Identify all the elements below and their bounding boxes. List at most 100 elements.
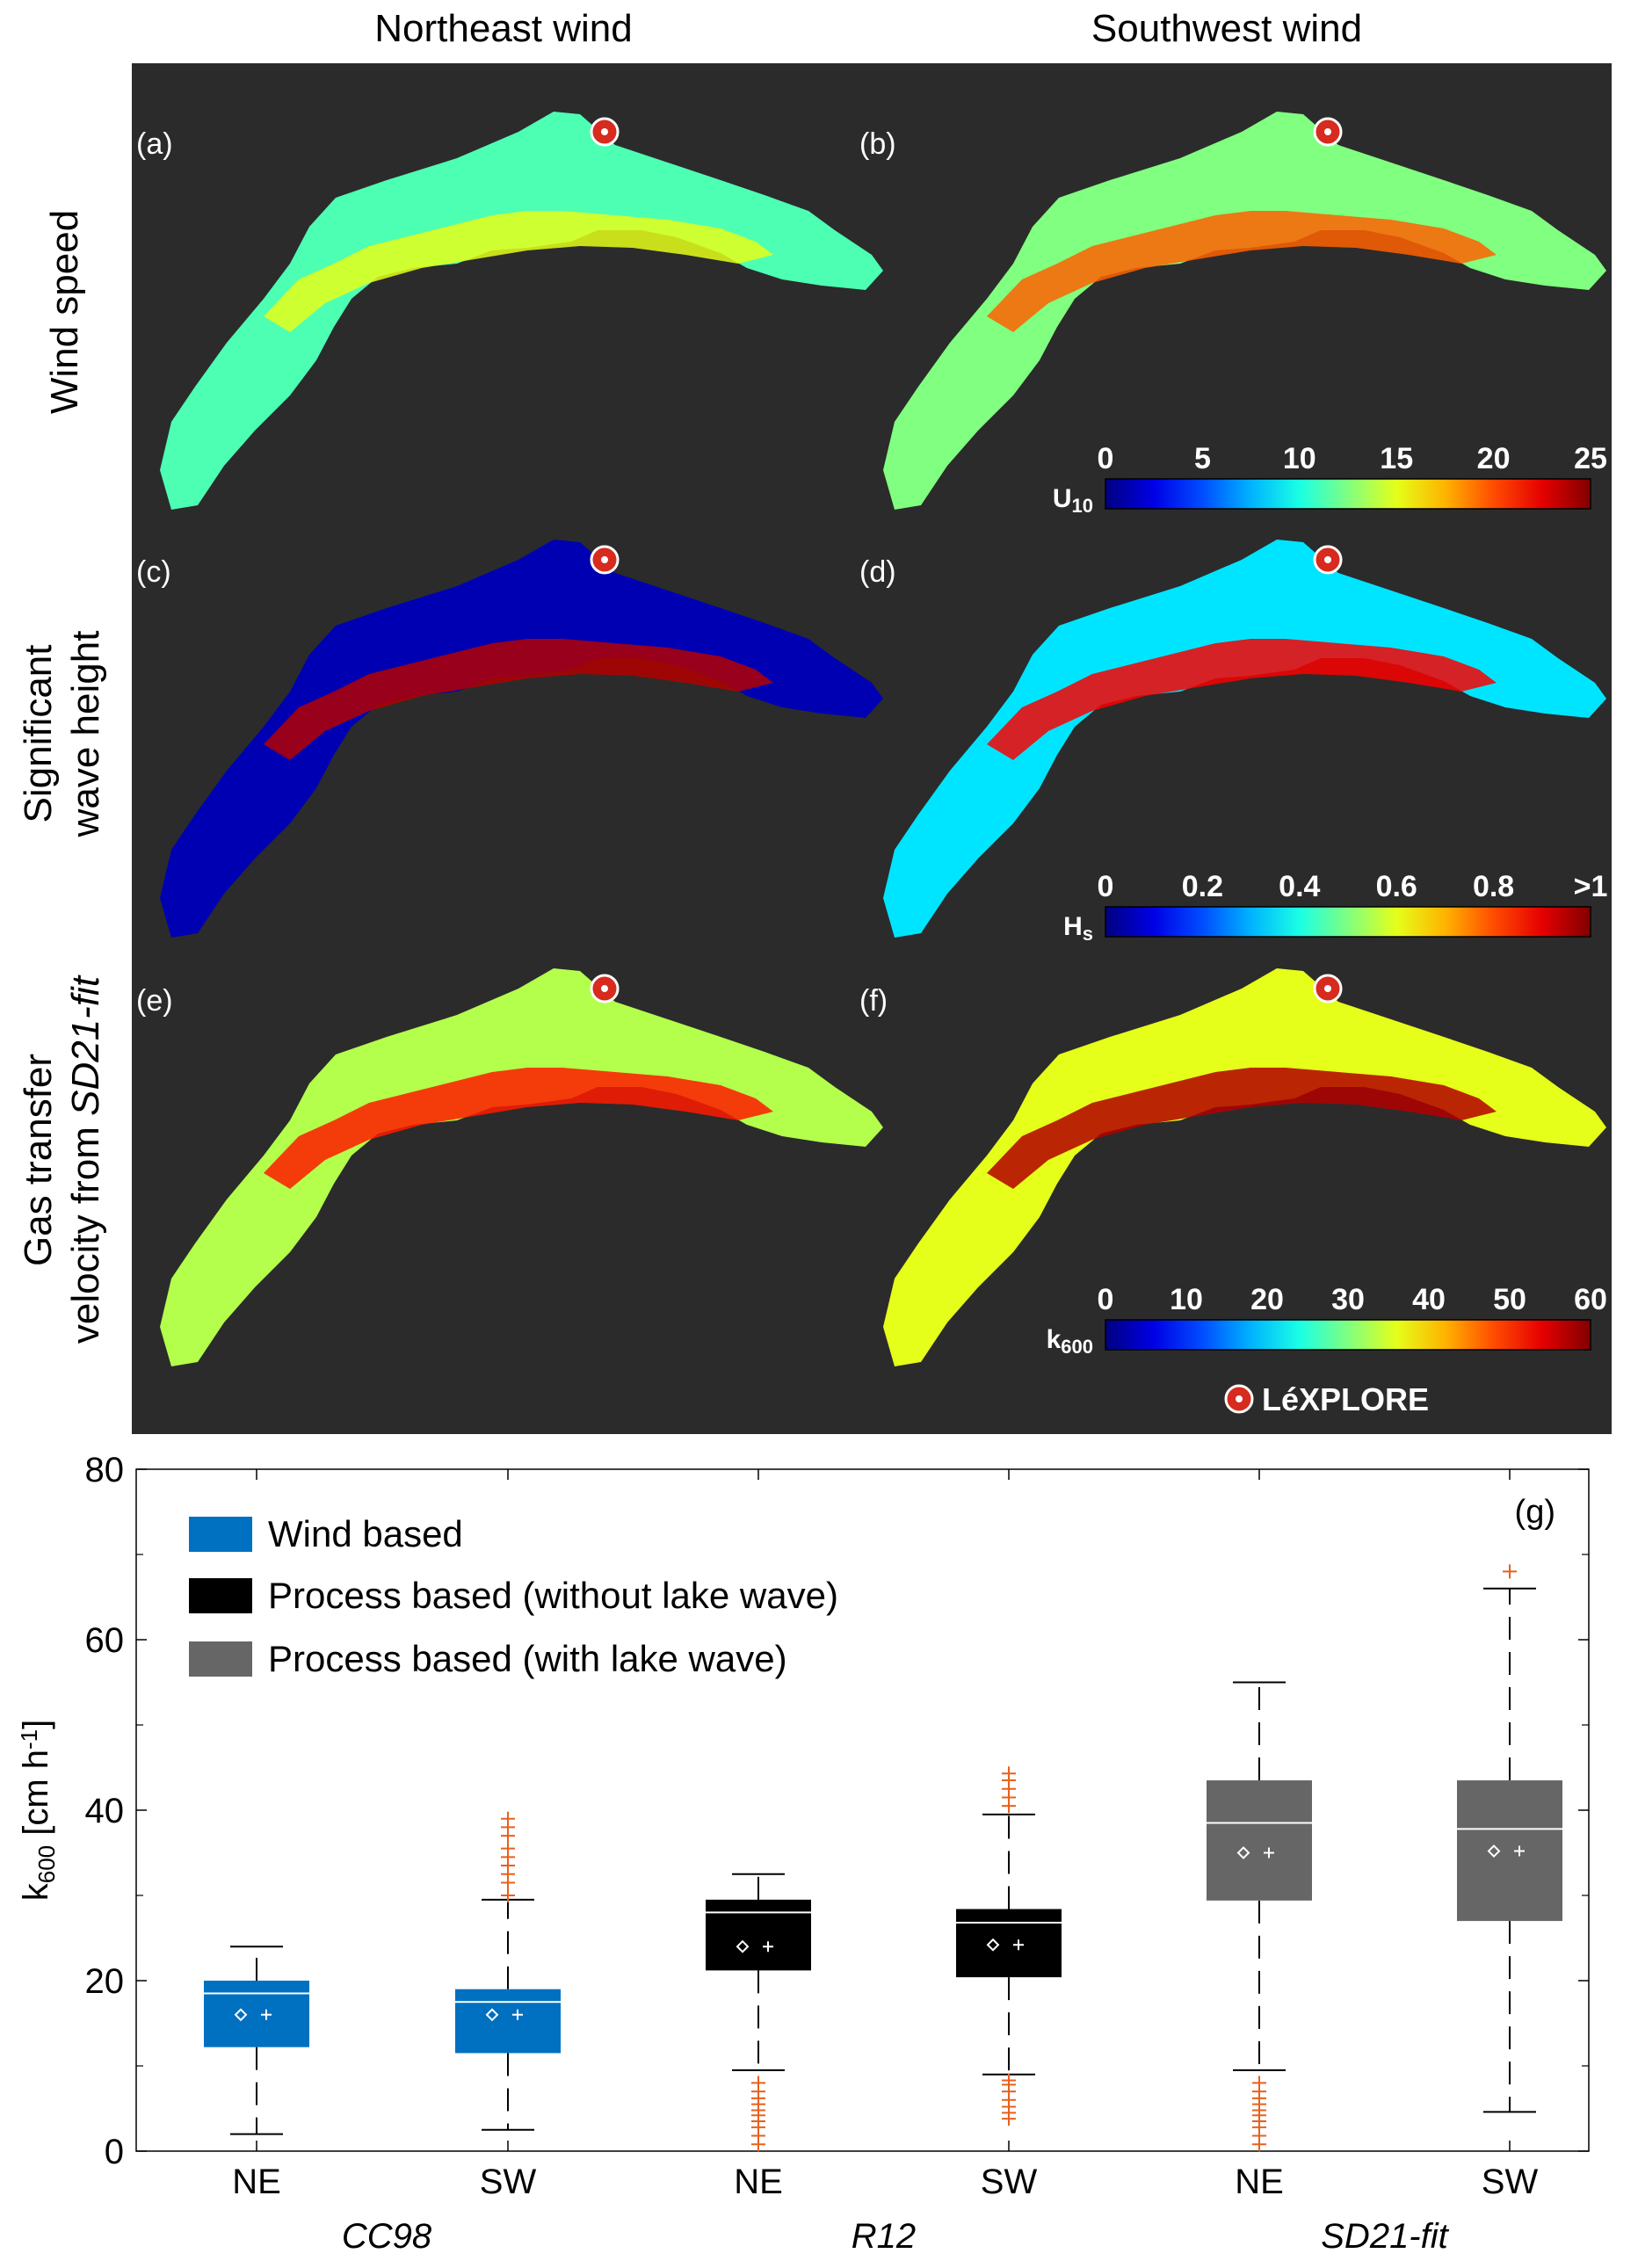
box-iqr <box>1457 1780 1562 1922</box>
outlier-marker <box>1252 2076 1266 2090</box>
y-tick-label: 80 <box>85 1451 125 1489</box>
lake-map-panel: (e) <box>136 968 883 1366</box>
boxplot-panel: 0 20 40 60 80 NE SW NE SW NE SW CC98 R12 SD21-fit k600… <box>16 1451 1590 2256</box>
lake-surface <box>883 968 1606 1366</box>
mean-plus <box>1514 1845 1525 1857</box>
colorbar-tick-label: 50 <box>1493 1283 1526 1316</box>
mean-plus <box>763 1941 773 1953</box>
lake-map-panel: (a) <box>136 112 883 510</box>
box-iqr <box>956 1909 1062 1978</box>
colorbar-tick-label: 0.2 <box>1182 870 1223 903</box>
outlier-marker <box>501 1888 515 1902</box>
x-tick-label: NE <box>232 2163 281 2201</box>
y-axis-label: k600 [cm h-1] <box>16 1720 60 1902</box>
colorbar-tick-label: 10 <box>1283 442 1316 475</box>
box-iqr <box>204 1981 309 2047</box>
mean-diamond <box>736 1939 750 1953</box>
colorbar-tick-label: >1 <box>1574 870 1608 903</box>
mean-diamond <box>234 2008 248 2022</box>
outlier-marker <box>1002 1766 1016 1781</box>
mean-diamond <box>485 2008 499 2022</box>
lexplore-site-dot <box>1324 128 1331 135</box>
y-axis-label-part: -1 <box>16 1729 42 1750</box>
group-label: R12 <box>852 2217 916 2256</box>
panel-label: (d) <box>859 555 896 589</box>
lake-surface <box>160 968 883 1366</box>
column-title-southwest: Southwest wind <box>1091 7 1362 50</box>
colorbar-tick-label: 0.6 <box>1376 870 1417 903</box>
lake-hotspot <box>264 639 773 760</box>
box-SD21-fit-NE <box>1207 1681 1312 2152</box>
outlier-marker <box>501 1811 515 1826</box>
colorbar-tick-label: 0 <box>1098 1283 1114 1316</box>
outlier-marker <box>751 2076 765 2090</box>
lake-map-panel: (d) <box>859 540 1606 938</box>
group-label: CC98 <box>342 2217 432 2256</box>
plot-area <box>135 1468 1590 2152</box>
colorbar-tick-label: 0.4 <box>1279 870 1320 903</box>
colorbar-tick-label: 30 <box>1331 1283 1365 1316</box>
lexplore-site-dot <box>1324 985 1331 992</box>
y-axis-label-part: 600 <box>33 1845 60 1883</box>
colorbar-tick-label: 60 <box>1574 1283 1607 1316</box>
map-panels-background <box>132 63 1612 1434</box>
lexplore-site-dot <box>601 128 608 135</box>
colorbar-tick-label: 0 <box>1098 870 1114 903</box>
legend: Wind based Process based (without lake wa… <box>189 1513 838 1679</box>
mean-plus <box>261 2009 272 2020</box>
colorbar: 0 0.2 0.4 0.6 0.8 >1 Hs <box>1063 870 1607 945</box>
row-label-line: Wind speed <box>43 210 86 414</box>
legend-label: Process based (with lake wave) <box>268 1638 787 1679</box>
y-axis-label-part: [cm h <box>17 1750 55 1845</box>
group-label: SD21-fit <box>1321 2217 1449 2256</box>
colorbar-tick-label: 15 <box>1380 442 1413 475</box>
lexplore-site-dot <box>1324 556 1331 563</box>
mean-diamond <box>986 1938 1000 1952</box>
colorbar-label-main: H <box>1063 912 1083 941</box>
outlier-marker <box>501 1841 515 1856</box>
y-tick-label: 0 <box>105 2133 124 2171</box>
lexplore-label: LéXPLORE <box>1262 1381 1429 1417</box>
box-iqr <box>455 1989 561 2054</box>
colorbar-tick-label: 20 <box>1477 442 1511 475</box>
lake-map-panel: (f) <box>859 968 1606 1366</box>
lake-hotspot <box>264 211 773 332</box>
mean-plus <box>512 2009 523 2020</box>
mean-diamond <box>1487 1844 1501 1858</box>
row-label-part: velocity from <box>64 1116 107 1344</box>
row-label-line: Gas transfer <box>17 1054 60 1266</box>
x-tick-label: SW <box>1482 2163 1539 2201</box>
y-axis-label-part: k <box>17 1882 55 1901</box>
row-label-wave-height: Significant wave height <box>17 631 107 838</box>
row-label-line: velocity from SD21-fit <box>64 975 107 1344</box>
box-iqr <box>1207 1780 1312 1901</box>
colorbar-label: U10 <box>1053 484 1093 517</box>
box-CC98-NE <box>204 1946 309 2135</box>
legend-swatch <box>189 1517 252 1552</box>
y-tick-label: 60 <box>85 1621 125 1660</box>
outlier-marker <box>1002 2073 1016 2088</box>
row-label-italic: SD21-fit <box>64 975 107 1116</box>
lake-map-panel: (c) <box>136 540 883 938</box>
colorbar-label-main: k <box>1047 1325 1062 1354</box>
lake-map-panel: (b) <box>859 112 1606 510</box>
lake-hotspot <box>264 1068 773 1189</box>
lake-hotspot <box>987 211 1497 332</box>
lake-hotspot <box>987 1068 1497 1189</box>
panel-label-g: (g) <box>1515 1494 1555 1531</box>
colorbar-tick-label: 25 <box>1574 442 1607 475</box>
legend-label: Process based (without lake wave) <box>268 1575 838 1616</box>
colorbar-tick-label: 40 <box>1412 1283 1446 1316</box>
lake-surface <box>160 112 883 510</box>
colorbar-label-main: U <box>1053 484 1072 513</box>
mean-diamond <box>1236 1846 1250 1859</box>
colorbar-gradient <box>1105 1319 1591 1351</box>
colorbar-gradient <box>1105 906 1591 938</box>
column-title-northeast: Northeast wind <box>374 7 632 50</box>
colorbar-label: k600 <box>1047 1325 1093 1358</box>
y-axis-label-part: ] <box>17 1720 55 1729</box>
legend-swatch <box>189 1641 252 1677</box>
lexplore-site-dot <box>601 985 608 992</box>
lake-hotspot <box>987 639 1497 760</box>
colorbar-label-sub: 10 <box>1072 495 1093 517</box>
